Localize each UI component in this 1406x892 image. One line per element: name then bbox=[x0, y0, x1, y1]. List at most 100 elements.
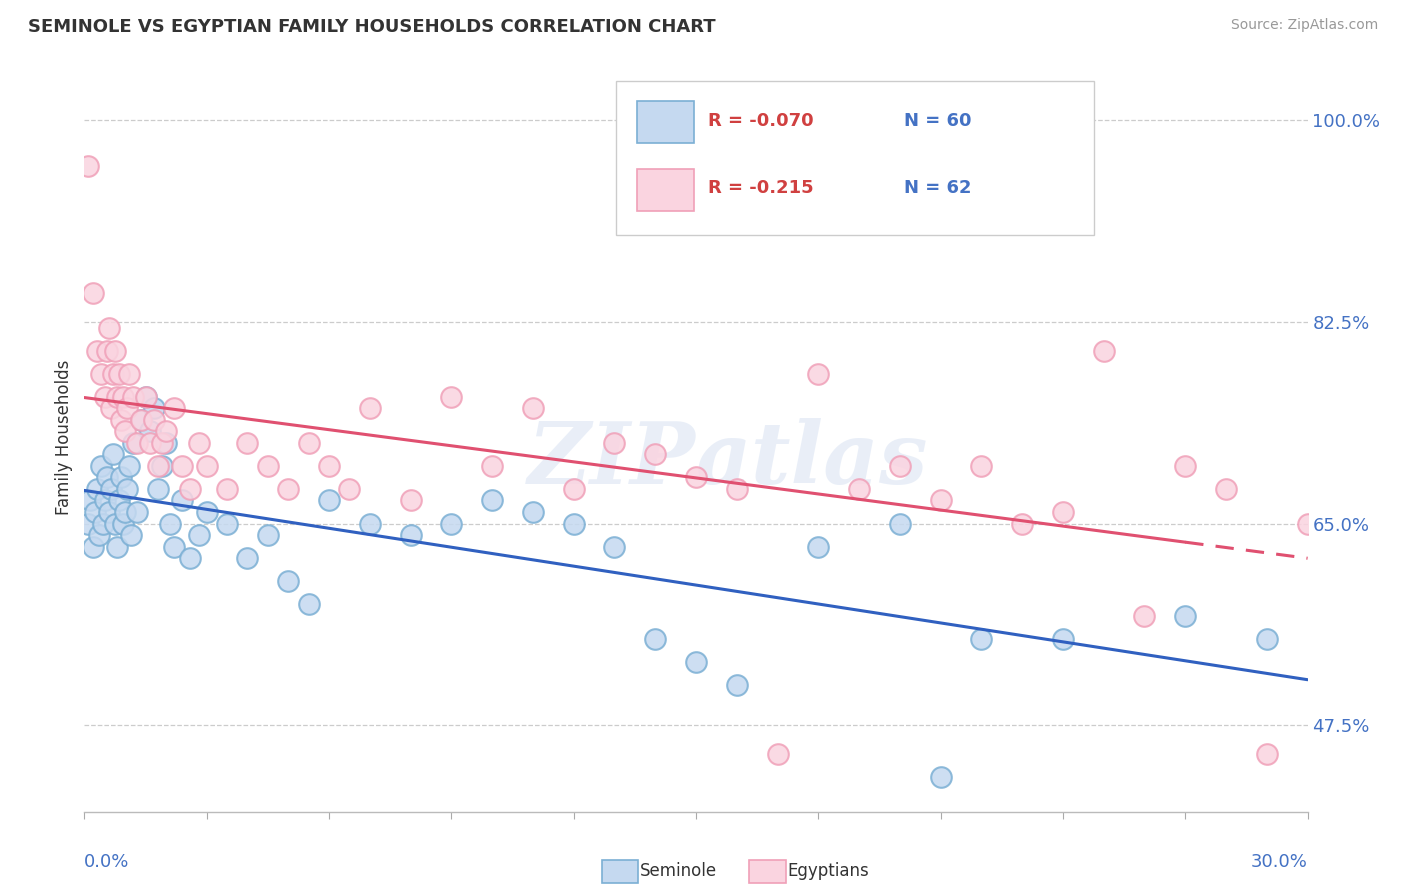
Point bbox=[150, 458, 173, 473]
Point bbox=[100, 401, 122, 416]
Point bbox=[93, 390, 115, 404]
Point bbox=[359, 401, 381, 416]
Point bbox=[96, 470, 118, 484]
Y-axis label: Family Households: Family Households bbox=[55, 359, 73, 515]
FancyBboxPatch shape bbox=[616, 81, 1094, 235]
Point bbox=[82, 285, 104, 300]
Point bbox=[135, 390, 157, 404]
Point bbox=[339, 482, 361, 496]
Point bbox=[1256, 747, 1278, 761]
Point bbox=[163, 540, 186, 554]
Point bbox=[359, 516, 381, 531]
Point bbox=[90, 458, 112, 473]
Point bbox=[112, 516, 135, 531]
Point bbox=[82, 540, 104, 554]
Point bbox=[118, 458, 141, 473]
Point bbox=[122, 390, 145, 404]
Point bbox=[104, 516, 127, 531]
Point bbox=[1133, 608, 1156, 623]
Point bbox=[1052, 632, 1074, 646]
Point bbox=[142, 413, 165, 427]
Point bbox=[110, 470, 132, 484]
Point bbox=[108, 493, 131, 508]
Text: R = -0.070: R = -0.070 bbox=[709, 112, 814, 130]
Point bbox=[217, 516, 239, 531]
Point bbox=[122, 435, 145, 450]
Point bbox=[562, 482, 585, 496]
Point bbox=[172, 458, 194, 473]
Point bbox=[481, 458, 503, 473]
Text: ZIP: ZIP bbox=[529, 417, 696, 501]
Point bbox=[1215, 482, 1237, 496]
Point bbox=[118, 367, 141, 381]
Point bbox=[150, 435, 173, 450]
Point bbox=[114, 505, 136, 519]
Point bbox=[155, 425, 177, 439]
Point bbox=[277, 574, 299, 589]
Point bbox=[146, 482, 169, 496]
Point bbox=[257, 528, 280, 542]
Point bbox=[172, 493, 194, 508]
Point bbox=[93, 493, 115, 508]
Point bbox=[77, 516, 100, 531]
Point bbox=[114, 425, 136, 439]
Point bbox=[138, 435, 160, 450]
Point bbox=[86, 482, 108, 496]
Text: N = 60: N = 60 bbox=[904, 112, 972, 130]
Point bbox=[685, 470, 707, 484]
Point bbox=[318, 458, 340, 473]
Point bbox=[105, 390, 128, 404]
Point bbox=[115, 482, 138, 496]
Point bbox=[603, 435, 626, 450]
Point bbox=[481, 493, 503, 508]
Point bbox=[399, 528, 422, 542]
Point bbox=[644, 447, 666, 461]
Point bbox=[1174, 458, 1197, 473]
Point bbox=[131, 413, 153, 427]
Point bbox=[159, 516, 181, 531]
Point bbox=[1011, 516, 1033, 531]
Point bbox=[257, 458, 280, 473]
Point bbox=[112, 390, 135, 404]
Point bbox=[522, 401, 544, 416]
Point bbox=[163, 401, 186, 416]
Point bbox=[87, 528, 110, 542]
Point bbox=[90, 367, 112, 381]
Point bbox=[889, 516, 911, 531]
Text: 30.0%: 30.0% bbox=[1251, 853, 1308, 871]
Point bbox=[644, 632, 666, 646]
Point bbox=[120, 528, 142, 542]
Point bbox=[929, 493, 952, 508]
Point bbox=[138, 425, 160, 439]
Text: Source: ZipAtlas.com: Source: ZipAtlas.com bbox=[1230, 18, 1378, 32]
Point bbox=[522, 505, 544, 519]
Point bbox=[79, 493, 101, 508]
Point bbox=[179, 482, 201, 496]
Point bbox=[725, 482, 748, 496]
Point bbox=[195, 505, 218, 519]
Point bbox=[77, 159, 100, 173]
Text: atlas: atlas bbox=[696, 417, 928, 501]
Point bbox=[110, 413, 132, 427]
Point bbox=[127, 435, 149, 450]
Point bbox=[142, 401, 165, 416]
Point bbox=[146, 458, 169, 473]
Text: Egyptians: Egyptians bbox=[787, 863, 869, 880]
Point bbox=[108, 367, 131, 381]
Point bbox=[1174, 608, 1197, 623]
Point bbox=[685, 655, 707, 669]
Point bbox=[399, 493, 422, 508]
Point bbox=[298, 597, 321, 611]
Point bbox=[1296, 516, 1319, 531]
Point bbox=[187, 435, 209, 450]
Point bbox=[155, 435, 177, 450]
Point bbox=[135, 390, 157, 404]
Point bbox=[97, 505, 120, 519]
Point bbox=[131, 413, 153, 427]
Point bbox=[97, 320, 120, 334]
Point bbox=[83, 505, 105, 519]
Point bbox=[807, 540, 830, 554]
Point bbox=[236, 435, 259, 450]
Point bbox=[179, 551, 201, 566]
FancyBboxPatch shape bbox=[637, 169, 693, 211]
